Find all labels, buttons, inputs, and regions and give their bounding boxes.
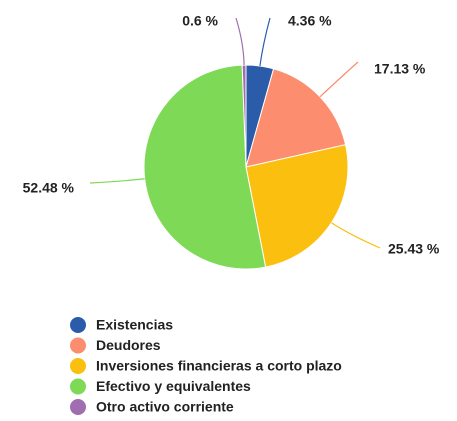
legend-swatch xyxy=(70,358,86,374)
leader-line xyxy=(259,17,271,67)
leader-line xyxy=(89,178,145,184)
legend-swatch xyxy=(70,378,86,395)
leader-line xyxy=(319,61,359,98)
legend-label: Efectivo y equivalentes xyxy=(96,378,251,394)
data-label: 4.36 % xyxy=(288,13,332,29)
legend-label: Otro activo corriente xyxy=(96,399,234,415)
leader-line xyxy=(235,17,245,66)
legend-swatch xyxy=(70,399,86,415)
legend-label: Inversiones financieras a corto plazo xyxy=(96,358,342,374)
legend-swatch xyxy=(70,337,86,354)
leader-line xyxy=(331,222,381,249)
data-label: 25.43 % xyxy=(388,241,440,257)
legend-label: Existencias xyxy=(96,317,173,333)
legend-swatch xyxy=(70,317,86,333)
data-label: 52.48 % xyxy=(23,180,75,196)
legend-label: Deudores xyxy=(96,337,161,353)
pie-slice xyxy=(241,64,247,168)
data-label: 0.6 % xyxy=(182,13,218,29)
data-label: 17.13 % xyxy=(374,61,426,77)
